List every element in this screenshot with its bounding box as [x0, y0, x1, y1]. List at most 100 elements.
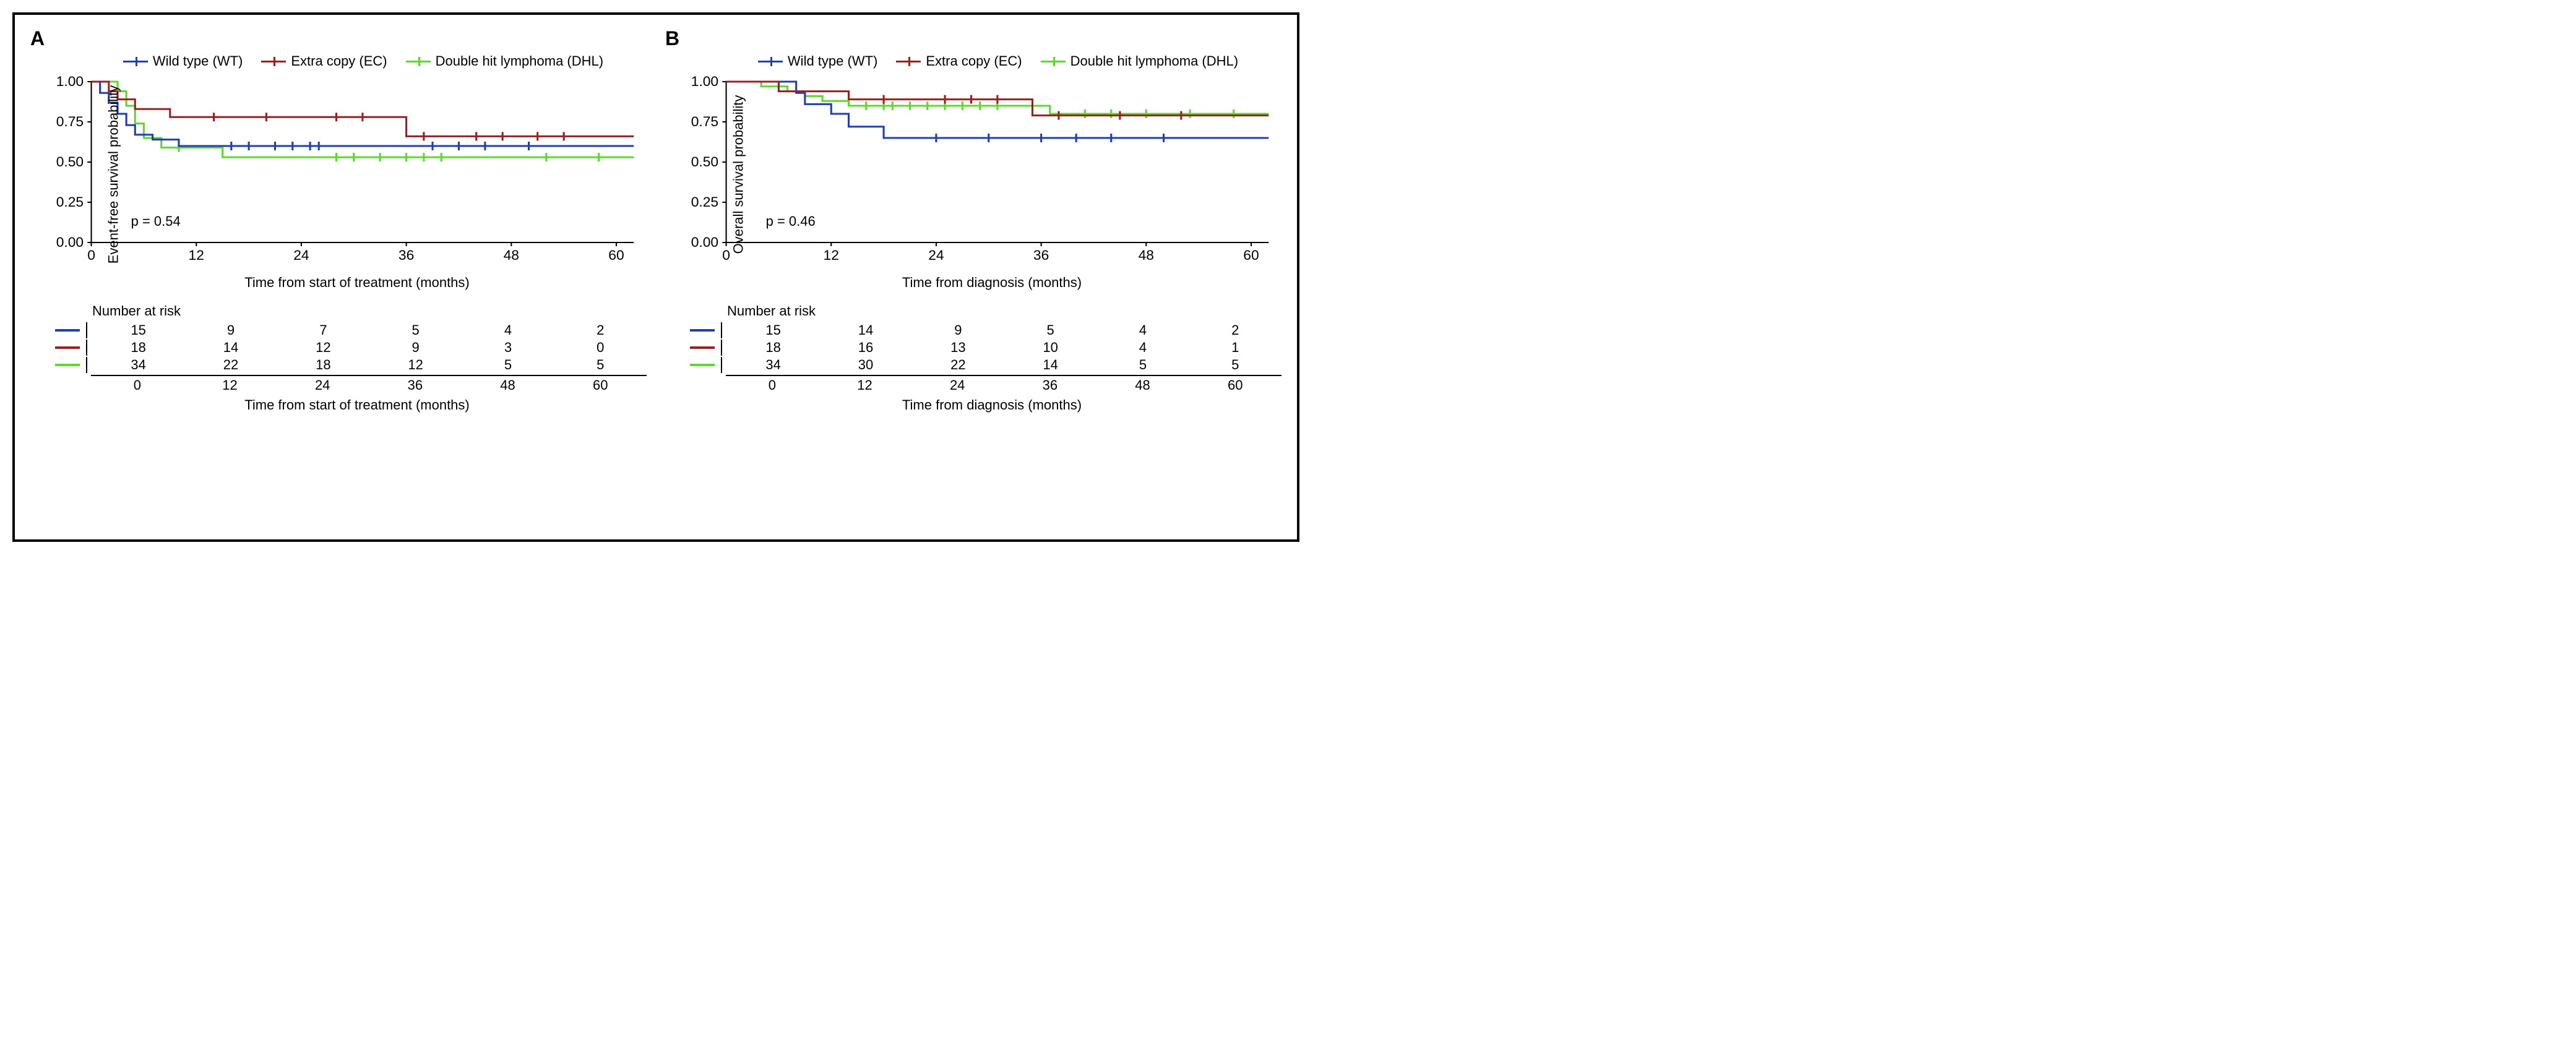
svg-text:24: 24	[928, 247, 944, 263]
y-axis-label: Event-free survival probability	[105, 85, 121, 264]
risk-table: Number at risk15975421814129303422181255…	[30, 303, 647, 413]
risk-table-title: Number at risk	[92, 303, 647, 319]
risk-cell: 5	[462, 357, 554, 373]
legend-label: Wild type (WT)	[788, 53, 877, 69]
risk-axis: 01224364860	[91, 375, 647, 393]
legend-marker-dhl	[1041, 61, 1066, 62]
panel-b: B Wild type (WT) Extra copy (EC) Double hit…	[656, 27, 1291, 527]
legend-label: Wild type (WT)	[153, 53, 243, 69]
legend: Wild type (WT) Extra copy (EC) Double hit …	[30, 53, 647, 69]
risk-axis-tick: 0	[726, 377, 819, 393]
risk-marker-dhl	[55, 364, 80, 366]
risk-cell: 4	[462, 322, 554, 338]
svg-text:36: 36	[1033, 247, 1049, 263]
legend: Wild type (WT) Extra copy (EC) Double hit …	[665, 53, 1282, 69]
x-axis-label: Time from start of treatment (months)	[30, 275, 647, 291]
svg-text:60: 60	[1243, 247, 1259, 263]
risk-x-label: Time from diagnosis (months)	[665, 397, 1282, 413]
risk-x-label: Time from start of treatment (months)	[30, 397, 647, 413]
risk-row-dhl: 3430221455	[665, 356, 1282, 374]
x-axis-label: Time from diagnosis (months)	[665, 275, 1282, 291]
risk-marker-dhl	[690, 364, 715, 366]
svg-text:0: 0	[722, 247, 730, 263]
legend-marker-ec	[261, 61, 286, 62]
legend-label: Extra copy (EC)	[291, 53, 387, 69]
legend-item-dhl: Double hit lymphoma (DHL)	[406, 53, 603, 69]
legend-item-wt: Wild type (WT)	[758, 53, 877, 69]
risk-axis-tick: 36	[1004, 377, 1096, 393]
risk-row-wt: 1597542	[30, 322, 647, 339]
risk-cell: 22	[912, 357, 1004, 373]
svg-text:60: 60	[608, 247, 624, 263]
risk-axis-tick: 36	[369, 377, 462, 393]
risk-row-ec: 1816131041	[665, 339, 1282, 356]
risk-cell: 9	[369, 340, 462, 356]
risk-axis-tick: 0	[91, 377, 184, 393]
risk-axis-tick: 60	[1189, 377, 1282, 393]
p-value: p = 0.54	[131, 213, 181, 229]
risk-table-title: Number at risk	[727, 303, 1282, 319]
svg-text:0: 0	[87, 247, 95, 263]
legend-item-ec: Extra copy (EC)	[261, 53, 387, 69]
risk-axis-tick: 24	[276, 377, 369, 393]
risk-cell: 2	[554, 322, 647, 338]
legend-item-dhl: Double hit lymphoma (DHL)	[1041, 53, 1238, 69]
risk-axis-tick: 12	[819, 377, 911, 393]
panel-a: A Wild type (WT) Extra copy (EC) Double hit…	[21, 27, 656, 527]
risk-axis-tick: 48	[462, 377, 554, 393]
risk-cell: 14	[184, 340, 277, 356]
svg-text:12: 12	[189, 247, 204, 263]
km-chart: 0.000.250.500.751.0001224364860Overall s…	[665, 75, 1282, 273]
svg-text:0.75: 0.75	[56, 114, 84, 129]
risk-cell: 7	[277, 322, 369, 338]
risk-marker-ec	[55, 346, 80, 349]
risk-cell: 34	[92, 357, 184, 373]
risk-cell: 18	[727, 340, 819, 356]
risk-cell: 0	[554, 340, 647, 356]
risk-cell: 3	[462, 340, 554, 356]
svg-text:0.25: 0.25	[691, 194, 718, 210]
risk-cell: 34	[727, 357, 819, 373]
risk-cell: 5	[1096, 357, 1189, 373]
svg-text:0.00: 0.00	[56, 234, 84, 250]
risk-cell: 2	[1189, 322, 1282, 338]
risk-axis-tick: 48	[1096, 377, 1189, 393]
risk-row-wt: 15149542	[665, 322, 1282, 339]
svg-text:0.00: 0.00	[691, 234, 718, 250]
svg-text:1.00: 1.00	[56, 75, 84, 89]
risk-cell: 5	[369, 322, 462, 338]
risk-cell: 16	[819, 340, 911, 356]
panel-label: B	[665, 27, 1282, 50]
risk-row-dhl: 3422181255	[30, 356, 647, 374]
y-axis-label: Overall survival probability	[730, 95, 746, 254]
risk-cell: 22	[184, 357, 277, 373]
risk-axis-tick: 60	[554, 377, 647, 393]
risk-cell: 10	[1004, 340, 1096, 356]
svg-text:0.25: 0.25	[56, 194, 84, 210]
panel-label: A	[30, 27, 647, 50]
risk-cell: 13	[912, 340, 1004, 356]
svg-text:1.00: 1.00	[691, 75, 718, 89]
legend-marker-wt	[123, 61, 148, 62]
svg-text:48: 48	[1139, 247, 1154, 263]
svg-text:0.50: 0.50	[56, 154, 84, 169]
svg-text:36: 36	[398, 247, 414, 263]
svg-text:12: 12	[824, 247, 839, 263]
svg-text:0.75: 0.75	[691, 114, 718, 129]
risk-cell: 4	[1096, 340, 1189, 356]
risk-cell: 15	[727, 322, 819, 338]
legend-item-ec: Extra copy (EC)	[896, 53, 1022, 69]
risk-cell: 18	[277, 357, 369, 373]
risk-cell: 14	[1004, 357, 1096, 373]
km-line-ec	[92, 82, 634, 136]
svg-text:24: 24	[293, 247, 309, 263]
legend-marker-wt	[758, 61, 783, 62]
risk-cell: 1	[1189, 340, 1282, 356]
risk-cell: 9	[912, 322, 1004, 338]
legend-label: Double hit lymphoma (DHL)	[1070, 53, 1238, 69]
risk-cell: 5	[554, 357, 647, 373]
risk-cell: 12	[369, 357, 462, 373]
risk-axis-tick: 12	[184, 377, 277, 393]
legend-label: Double hit lymphoma (DHL)	[436, 53, 603, 69]
risk-marker-wt	[55, 329, 80, 332]
